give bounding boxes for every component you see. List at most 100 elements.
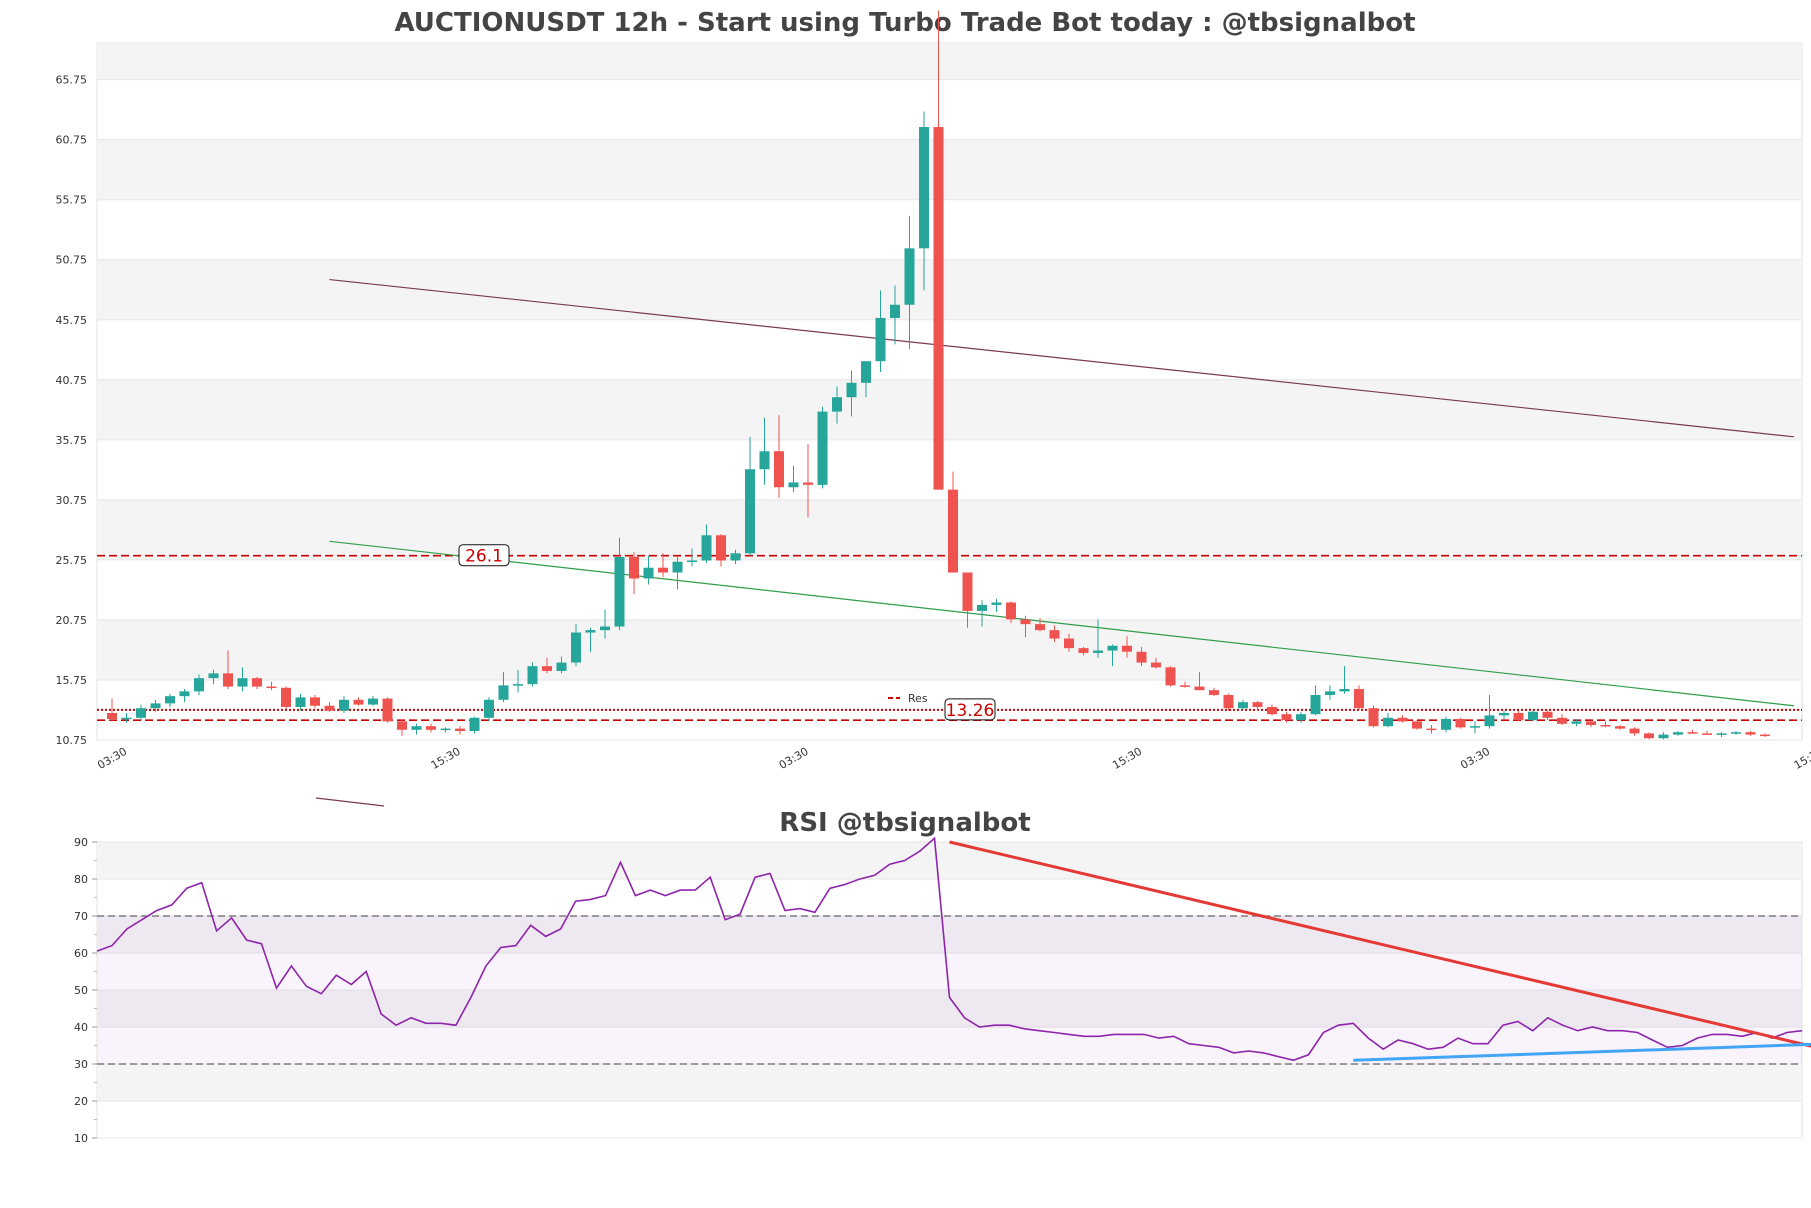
level-label: 26.1 — [465, 547, 503, 567]
candle — [629, 552, 639, 595]
candle-body — [1296, 714, 1306, 721]
candle-body — [1252, 702, 1263, 707]
candle — [440, 727, 451, 733]
candle — [498, 672, 509, 703]
candle-body — [455, 728, 465, 731]
candle — [1426, 724, 1437, 734]
x-tick-label: 03:30 — [777, 745, 811, 772]
candle-body — [339, 699, 349, 711]
candle-body — [962, 572, 973, 611]
candle — [281, 686, 291, 710]
candle — [687, 548, 697, 567]
candle — [1368, 705, 1379, 728]
x-tick-label: 03:30 — [1458, 745, 1492, 772]
trendline-stub — [315, 797, 385, 807]
candle-body — [208, 673, 219, 679]
candle — [672, 555, 683, 590]
candle — [614, 537, 625, 631]
candle — [382, 697, 393, 723]
rsi-trendline-support — [1353, 1042, 1811, 1062]
candle — [948, 471, 958, 573]
rsi-trendline-resistance — [949, 840, 1811, 1048]
candle-body — [1339, 688, 1350, 692]
candle-body — [136, 708, 146, 718]
candle — [1702, 730, 1712, 735]
candle — [1165, 666, 1176, 687]
candle — [455, 726, 465, 735]
candle-body — [252, 678, 262, 687]
level-label-box — [944, 698, 996, 721]
candle-body — [817, 411, 828, 485]
candle — [179, 688, 190, 703]
candle — [1513, 710, 1524, 722]
candle — [223, 650, 233, 689]
y-tick-label: 10 — [74, 1132, 88, 1145]
price-trendlines — [329, 278, 1795, 707]
candle-body — [1615, 726, 1625, 729]
y-tick-label: 30.75 — [56, 494, 88, 507]
candle-body — [672, 561, 683, 573]
candle-body — [440, 728, 451, 731]
candle-body — [266, 686, 277, 689]
candle-body — [1136, 651, 1147, 663]
candle — [904, 215, 915, 350]
candle — [890, 285, 900, 345]
candle-body — [397, 721, 407, 730]
x-tick-label: 15:30 — [1110, 745, 1144, 772]
candle-body — [904, 248, 915, 305]
grid-band — [97, 916, 1802, 953]
trendline-lower — [329, 540, 1795, 707]
candle-body — [745, 469, 755, 554]
candle — [353, 697, 364, 706]
price-panel: 10.75 15.75 20.75 25.75 30.75 35.75 40.75 45.75… — [56, 10, 1811, 772]
candle-body — [788, 482, 799, 488]
candle-body — [1223, 694, 1234, 709]
candle — [1600, 721, 1611, 728]
candle-body — [1412, 721, 1422, 729]
grid-band — [97, 379, 1802, 440]
y-tick-label: 35.75 — [56, 434, 88, 447]
candle — [1354, 685, 1364, 710]
candle — [310, 694, 320, 709]
candle — [469, 716, 480, 734]
candle-body — [1354, 688, 1364, 709]
candle-body — [1368, 708, 1379, 727]
candle-body — [368, 698, 378, 705]
candle-body — [875, 317, 886, 362]
candle-body — [1702, 733, 1712, 735]
candle — [426, 723, 436, 733]
candle — [774, 415, 784, 499]
candle-body — [411, 726, 422, 730]
candle — [1383, 712, 1393, 728]
y-tick-label: 15.75 — [56, 674, 88, 687]
candles — [107, 10, 1770, 740]
candle-body — [977, 604, 987, 611]
candle — [1310, 685, 1321, 716]
candle — [1151, 657, 1161, 669]
candle — [1441, 716, 1451, 733]
candle-body — [1441, 718, 1451, 730]
candle-body — [1571, 721, 1582, 724]
candle-body — [1078, 648, 1089, 653]
candle — [1296, 711, 1306, 723]
candle-body — [1020, 619, 1031, 625]
candle-body — [1644, 733, 1654, 739]
candle — [1731, 730, 1741, 735]
candle — [658, 553, 668, 578]
candle-body — [542, 666, 552, 671]
candle-body — [1151, 662, 1161, 668]
candle — [1644, 732, 1654, 740]
x-tick-label: 15:30 — [1792, 745, 1811, 772]
candle — [1339, 666, 1350, 694]
candle-body — [150, 703, 161, 709]
candle — [1629, 727, 1640, 736]
candle-body — [614, 556, 625, 627]
candle — [1049, 625, 1060, 643]
candle-body — [687, 560, 697, 562]
candle — [1673, 730, 1683, 736]
candle-body — [1513, 712, 1524, 721]
rsi-line — [96, 836, 1803, 1062]
candle-body — [803, 482, 813, 485]
price-x-axis: 03:30 15:30 03:30 15:30 03:30 15:30 — [95, 745, 1811, 772]
candle-body — [832, 397, 842, 412]
